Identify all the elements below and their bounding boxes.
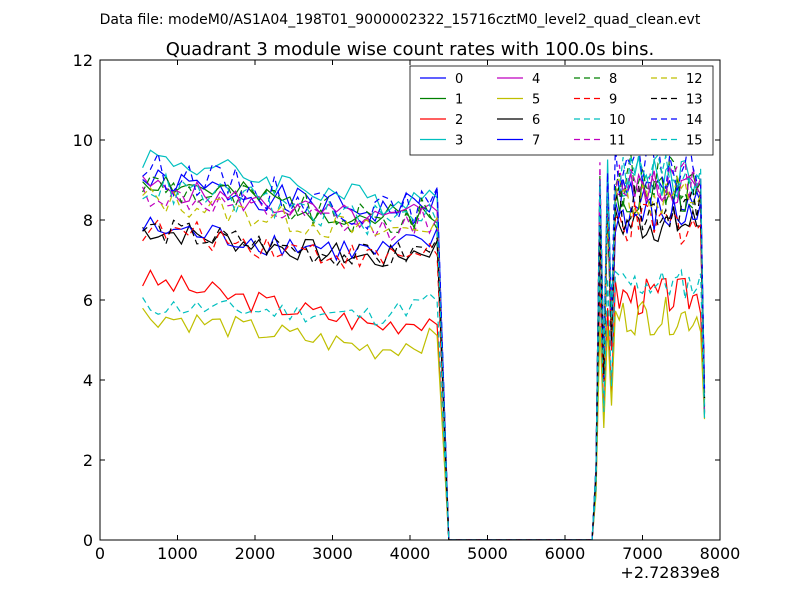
legend-label-14: 14: [686, 113, 703, 128]
x-tick-label: 1000: [157, 544, 198, 563]
series-line-4: [142, 170, 706, 540]
legend-label-12: 12: [686, 72, 703, 87]
axis-ticks: 0 1000 2000 3000 4000 5000 6000 7000 80000246810…: [73, 51, 741, 563]
series-line-15: [142, 153, 706, 540]
y-tick-label: 8: [83, 211, 93, 230]
legend-label-10: 10: [609, 113, 626, 128]
series-line-5: [142, 296, 706, 540]
legend-label-5: 5: [532, 93, 540, 108]
series-line-8: [142, 154, 706, 540]
series-line-1: [142, 172, 706, 540]
legend-label-6: 6: [532, 113, 540, 128]
x-offset-label: +2.72839e8: [620, 563, 720, 582]
x-tick-label: 2000: [235, 544, 276, 563]
legend-label-15: 15: [686, 134, 703, 149]
series-line-3: [142, 149, 706, 540]
y-tick-label: 2: [83, 451, 93, 470]
legend-label-4: 4: [532, 72, 540, 87]
series-line-12: [142, 175, 706, 540]
y-tick-label: 4: [83, 371, 93, 390]
series-line-11: [142, 159, 706, 540]
y-tick-label: 10: [73, 131, 93, 150]
x-tick-label: 7000: [622, 544, 663, 563]
y-tick-label: 6: [83, 291, 93, 310]
x-tick-label: 4000: [390, 544, 431, 563]
x-tick-label: 6000: [545, 544, 586, 563]
y-tick-label: 0: [83, 531, 93, 550]
figure-suptitle: Data file: modeM0/AS1A04_198T01_90000023…: [100, 12, 701, 28]
legend-frame: [409, 65, 714, 156]
legend-label-11: 11: [609, 134, 626, 149]
chart-title: Quadrant 3 module wise count rates with …: [166, 39, 655, 60]
x-tick-label: 5000: [467, 544, 508, 563]
plot-area: [142, 137, 706, 540]
x-tick-label: 0: [95, 544, 105, 563]
series-line-10: [142, 268, 706, 540]
series-line-7: [142, 196, 706, 540]
x-tick-label: 8000: [700, 544, 741, 563]
legend-label-7: 7: [532, 134, 540, 149]
legend-label-2: 2: [455, 113, 463, 128]
legend-label-1: 1: [455, 93, 463, 108]
series-line-2: [142, 268, 706, 540]
series-line-13: [142, 184, 706, 540]
y-tick-label: 12: [73, 51, 93, 70]
legend-label-13: 13: [686, 93, 703, 108]
series-line-6: [142, 206, 706, 540]
series-line-14: [142, 137, 706, 540]
legend-label-3: 3: [455, 134, 463, 149]
legend-label-9: 9: [609, 93, 617, 108]
series-line-0: [142, 169, 706, 540]
legend-label-8: 8: [609, 72, 617, 87]
x-tick-label: 3000: [312, 544, 353, 563]
series-line-9: [142, 201, 706, 540]
legend-label-0: 0: [455, 72, 463, 87]
